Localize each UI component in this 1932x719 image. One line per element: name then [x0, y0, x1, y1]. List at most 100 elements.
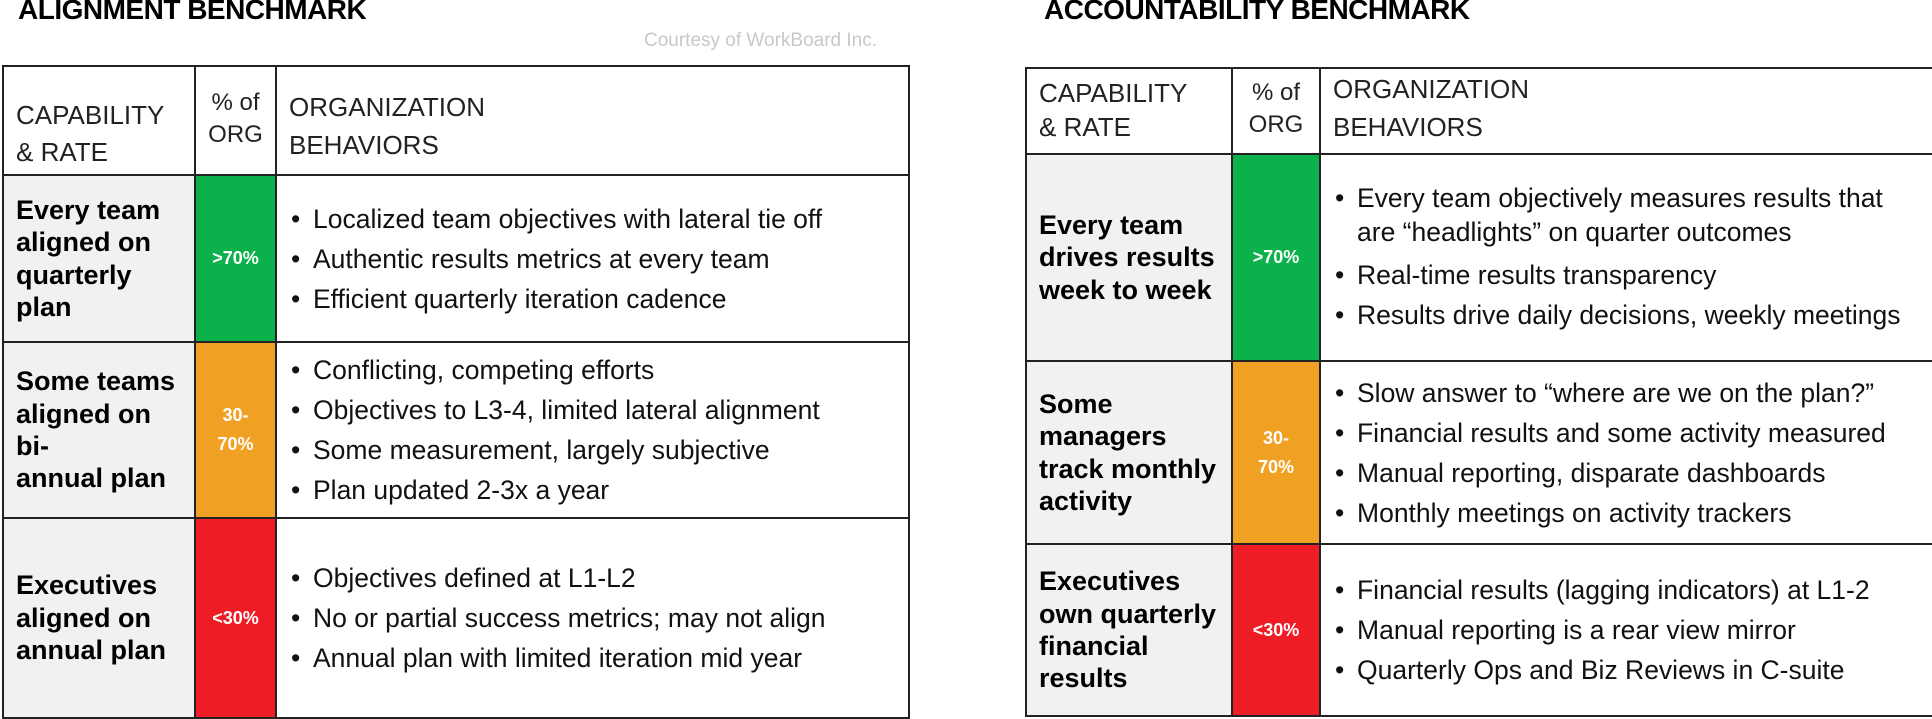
- rate-line: <30%: [212, 607, 259, 628]
- behavior-text: Quarterly Ops and Biz Reviews in C-suite: [1357, 655, 1845, 685]
- table-row: Every team aligned on quarterly plan >70…: [2, 174, 910, 343]
- pct-header-line: % of: [211, 89, 260, 116]
- behavior-text: Real-time results transparency: [1357, 259, 1717, 290]
- behaviors-cell: • Slow answer to “where are we on the pla…: [1319, 360, 1932, 545]
- bullet-icon: •: [1335, 259, 1345, 290]
- bullet-icon: •: [1335, 575, 1345, 605]
- capability-line: Some: [1039, 388, 1113, 419]
- behavior-list: • Localized team objectives with lateral …: [277, 199, 908, 319]
- list-item: • No or partial success metrics; may not …: [289, 598, 908, 638]
- behavior-text: Objectives to L3-4, limited lateral alig…: [313, 395, 820, 425]
- capability-header-line: & RATE: [16, 137, 108, 168]
- list-item: • Manual reporting, disparate dashboards: [1333, 453, 1932, 493]
- list-item: • Conflicting, competing efforts: [289, 350, 908, 390]
- bullet-icon: •: [1335, 655, 1345, 685]
- list-item: • Every team objectively measures results…: [1333, 181, 1932, 249]
- list-item: • Monthly meetings on activity trackers: [1333, 493, 1932, 533]
- list-item: • Localized team objectives with lateral …: [289, 199, 908, 239]
- accountability-title: ACCOUNTABILITY BENCHMARK: [1044, 0, 1470, 25]
- behaviors-cell: • Every team objectively measures results…: [1319, 153, 1932, 362]
- bullet-icon: •: [1335, 299, 1345, 330]
- pct-header: % of ORG: [194, 65, 277, 176]
- list-item: • Some measurement, largely subjective: [289, 430, 908, 470]
- behavior-text: are “headlights” on quarter outcomes: [1357, 216, 1792, 247]
- capability-header-line: & RATE: [1039, 111, 1131, 142]
- behaviors-header-line: BEHAVIORS: [1333, 111, 1483, 142]
- capability-line: Every team: [16, 194, 161, 225]
- capability-line: aligned on: [16, 602, 151, 633]
- capability-line: drives results: [1039, 242, 1215, 273]
- behavior-text: Every team objectively measures results …: [1357, 182, 1883, 213]
- capability-line: week to week: [1039, 274, 1212, 305]
- alignment-table: CAPABILITY & RATE % of ORG ORGANIZATION …: [2, 65, 910, 719]
- capability-cell: Some teams aligned on bi- annual plan: [2, 341, 196, 519]
- rate-line: >70%: [212, 248, 259, 269]
- accountability-header-row: CAPABILITY & RATE % of ORG ORGANIZATION …: [1025, 67, 1932, 155]
- rate-badge: 30- 70%: [194, 341, 277, 519]
- behavior-text: Monthly meetings on activity trackers: [1357, 497, 1792, 528]
- behavior-text: Authentic results metrics at every team: [313, 243, 770, 274]
- capability-line: financial: [1039, 631, 1149, 661]
- capability-line: Executives: [16, 570, 158, 601]
- bullet-icon: •: [291, 475, 301, 505]
- table-row: Executives aligned on annual plan <30% •…: [2, 517, 910, 719]
- list-item: • Quarterly Ops and Biz Reviews in C-suit…: [1333, 650, 1932, 690]
- list-item: • Authentic results metrics at every team: [289, 239, 908, 279]
- bullet-icon: •: [291, 395, 301, 425]
- behavior-text: Some measurement, largely subjective: [313, 435, 770, 465]
- behaviors-header-line: BEHAVIORS: [289, 129, 439, 160]
- list-item: • Financial results (lagging indicators) …: [1333, 570, 1932, 610]
- rate-badge: >70%: [194, 174, 277, 343]
- behavior-text: Objectives defined at L1-L2: [313, 563, 636, 593]
- bullet-icon: •: [291, 643, 301, 673]
- list-item: • Results drive daily decisions, weekly m…: [1333, 295, 1932, 335]
- table-row: Every team drives results week to week >…: [1025, 153, 1932, 362]
- rate-badge: <30%: [1231, 543, 1321, 717]
- bullet-icon: •: [291, 203, 301, 234]
- capability-line: activity: [1039, 485, 1133, 516]
- list-item: • Financial results and some activity mea…: [1333, 413, 1932, 453]
- capability-line: track monthly: [1039, 453, 1217, 484]
- capability-line: Some teams: [16, 366, 176, 397]
- bullet-icon: •: [291, 603, 301, 633]
- bullet-icon: •: [291, 435, 301, 465]
- bullet-icon: •: [1335, 497, 1345, 528]
- capability-line: annual plan: [16, 463, 167, 494]
- capability-header: CAPABILITY & RATE: [1025, 67, 1233, 155]
- capability-line: plan: [16, 291, 72, 322]
- capability-cell: Every team drives results week to week: [1025, 153, 1233, 362]
- behavior-text: Financial results and some activity meas…: [1357, 417, 1886, 448]
- list-item: • Objectives defined at L1-L2: [289, 558, 908, 598]
- behavior-text: Plan updated 2-3x a year: [313, 475, 610, 505]
- rate-badge: <30%: [194, 517, 277, 719]
- accountability-table: CAPABILITY & RATE % of ORG ORGANIZATION …: [1025, 67, 1932, 717]
- rate-line: 30-: [1262, 427, 1289, 448]
- rate-badge: >70%: [1231, 153, 1321, 362]
- rate-line: <30%: [1252, 619, 1300, 640]
- behaviors-header: ORGANIZATION BEHAVIORS: [275, 65, 910, 176]
- bullet-icon: •: [1335, 615, 1345, 645]
- list-item: • Manual reporting is a rear view mirror: [1333, 610, 1932, 650]
- behavior-text: Manual reporting, disparate dashboards: [1357, 457, 1826, 488]
- behaviors-cell: • Objectives defined at L1-L2 • No or part…: [275, 517, 910, 719]
- capability-line: Executives: [1039, 566, 1181, 597]
- behavior-text: Efficient quarterly iteration cadence: [313, 283, 727, 314]
- table-row: Some managers track monthly activity 30-…: [1025, 360, 1932, 545]
- behaviors-cell: • Financial results (lagging indicators) …: [1319, 543, 1932, 717]
- behavior-list: • Slow answer to “where are we on the pla…: [1321, 373, 1932, 533]
- behavior-text: Annual plan with limited iteration mid y…: [313, 643, 803, 673]
- behavior-text: Financial results (lagging indicators) a…: [1357, 575, 1870, 605]
- behaviors-header-line: ORGANIZATION: [289, 92, 485, 122]
- behavior-list: • Objectives defined at L1-L2 • No or part…: [277, 558, 908, 678]
- capability-line: results: [1039, 663, 1128, 694]
- bullet-icon: •: [291, 283, 301, 314]
- behavior-list: • Conflicting, competing efforts • Objecti…: [277, 350, 908, 510]
- capability-line: aligned on bi-: [16, 398, 151, 461]
- pct-header-line: % of: [1251, 79, 1301, 106]
- rate-badge: 30- 70%: [1231, 360, 1321, 545]
- capability-header-line: CAPABILITY: [16, 99, 165, 130]
- rate-line: 30-: [222, 405, 249, 426]
- behavior-text: No or partial success metrics; may not a…: [313, 603, 826, 633]
- list-item: • Plan updated 2-3x a year: [289, 470, 908, 510]
- capability-cell: Executives own quarterly financial resul…: [1025, 543, 1233, 717]
